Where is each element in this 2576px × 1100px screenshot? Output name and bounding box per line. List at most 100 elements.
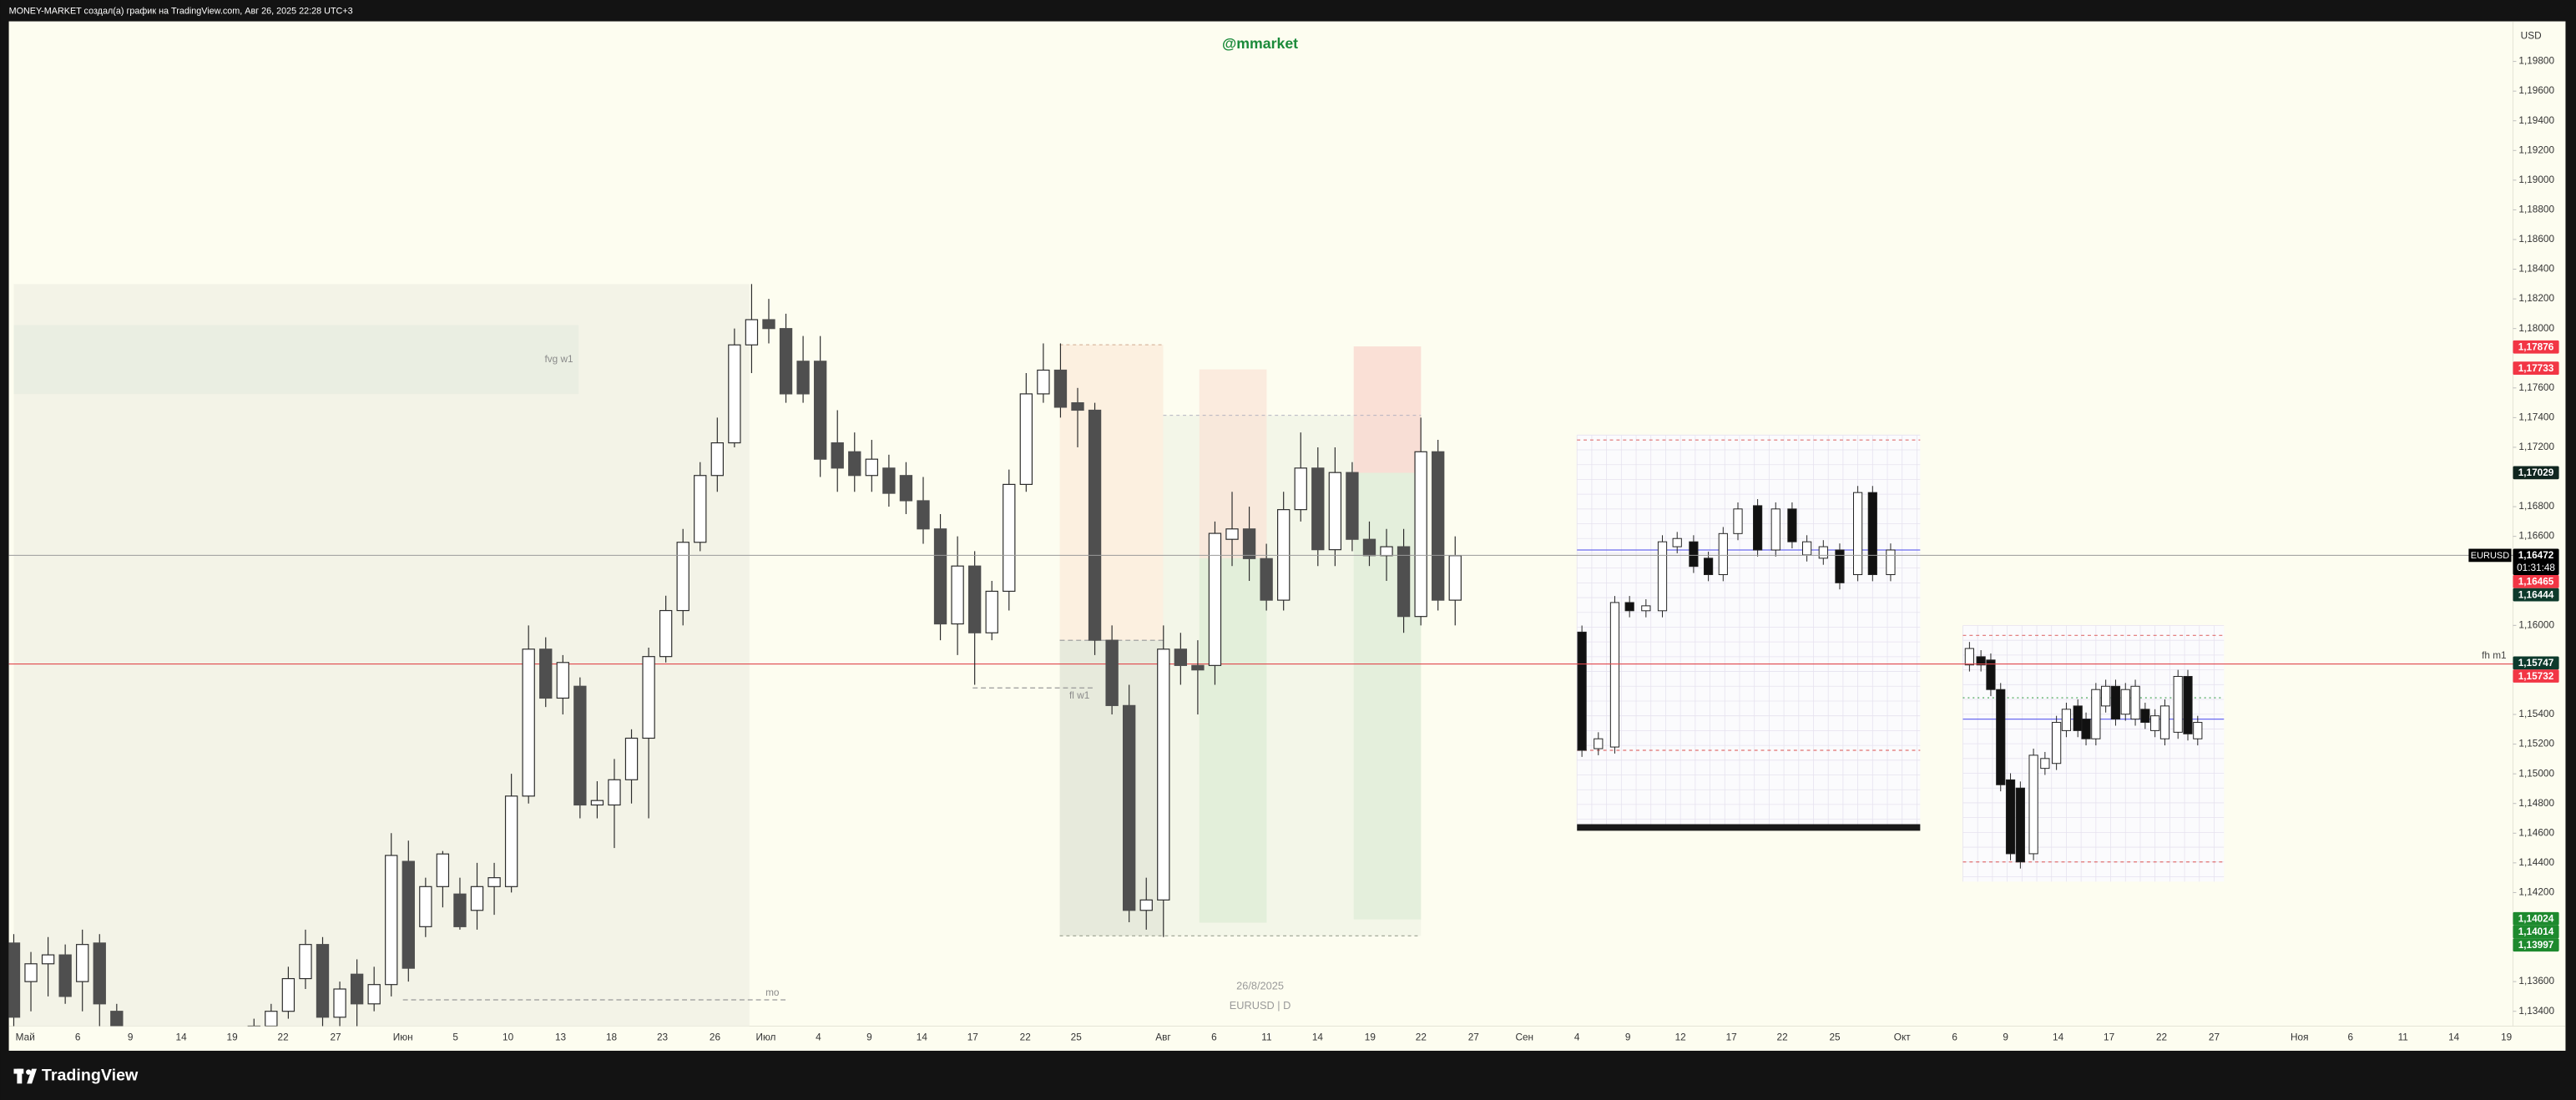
candle-body bbox=[1448, 555, 1462, 601]
inset-candle bbox=[1835, 549, 1845, 583]
inset-candle bbox=[2081, 719, 2091, 739]
inset-candle bbox=[1787, 508, 1797, 542]
inset-candle bbox=[2061, 709, 2072, 731]
candle-body bbox=[676, 542, 689, 612]
inset-candle bbox=[2159, 705, 2170, 739]
candle-body bbox=[556, 662, 569, 699]
x-tick-label: Сен bbox=[1515, 1031, 1533, 1042]
y-tick-label: 1,19800 bbox=[2518, 55, 2554, 67]
y-tick-label: 1,13600 bbox=[2518, 975, 2554, 986]
candle-body bbox=[1037, 369, 1050, 395]
x-tick-label: 13 bbox=[555, 1031, 567, 1042]
x-tick-label: 6 bbox=[1211, 1031, 1217, 1042]
y-tick-label: 1,17200 bbox=[2518, 441, 2554, 452]
inset-candle bbox=[1818, 546, 1828, 559]
y-tick-label: 1,16600 bbox=[2518, 530, 2554, 542]
y-tick-label: 1,16800 bbox=[2518, 500, 2554, 512]
price-badge bbox=[2513, 466, 2559, 480]
zone bbox=[13, 284, 750, 1027]
candle-body bbox=[265, 1011, 278, 1027]
inset-candle bbox=[1718, 532, 1728, 575]
price-badge-label: 1,17876 bbox=[2518, 341, 2554, 352]
candle-body bbox=[985, 590, 998, 633]
candle-body bbox=[385, 855, 398, 986]
logo-part bbox=[27, 1068, 38, 1084]
y-tick-label: 1,18600 bbox=[2518, 233, 2554, 245]
currency-label: USD bbox=[2521, 29, 2542, 41]
inset-candle bbox=[1577, 631, 1587, 751]
price-badge bbox=[2513, 669, 2559, 683]
candle-body bbox=[41, 954, 55, 965]
x-tick-label: 27 bbox=[1468, 1031, 1479, 1042]
y-tick-label: 1,19600 bbox=[2518, 84, 2554, 96]
candle-body bbox=[642, 656, 655, 739]
candle-body bbox=[1174, 648, 1188, 666]
candle-body bbox=[1019, 393, 1033, 485]
candle-body bbox=[796, 361, 810, 395]
candle-body bbox=[951, 565, 964, 625]
candle-body bbox=[573, 685, 587, 806]
candle-body bbox=[762, 319, 775, 330]
inset-candle bbox=[1964, 648, 1974, 666]
inset-candle bbox=[2193, 722, 2203, 739]
candle-body bbox=[504, 795, 518, 887]
x-tick-label: 5 bbox=[452, 1031, 458, 1042]
x-tick-label: 19 bbox=[2501, 1031, 2512, 1042]
price-badge bbox=[2513, 575, 2559, 588]
x-tick-label: 27 bbox=[330, 1031, 341, 1042]
y-tick-label: 1,19000 bbox=[2518, 174, 2554, 185]
candle-body bbox=[436, 853, 450, 887]
x-tick-label: 14 bbox=[1312, 1031, 1324, 1042]
x-tick-label: 9 bbox=[128, 1031, 134, 1042]
inset-candle bbox=[1594, 738, 1604, 749]
y-tick-label: 1,18200 bbox=[2518, 292, 2554, 304]
price-badge bbox=[2513, 938, 2559, 952]
brand-text: TradingView bbox=[42, 1067, 139, 1085]
candle-body bbox=[1432, 451, 1445, 601]
candle-body bbox=[8, 942, 21, 1018]
inset-candle bbox=[1672, 537, 1682, 547]
annotation: mo bbox=[765, 986, 780, 998]
price-badge-label: 1,14024 bbox=[2518, 912, 2554, 924]
y-tick-label: 1,14600 bbox=[2518, 826, 2554, 838]
inset-candle bbox=[2091, 689, 2101, 739]
candle-body bbox=[848, 451, 861, 477]
y-tick-label: 1,13400 bbox=[2518, 1005, 2554, 1017]
candle-body bbox=[1328, 472, 1342, 551]
x-tick-label: 10 bbox=[503, 1031, 514, 1042]
inset-candle bbox=[2040, 758, 2050, 769]
x-tick-label: 22 bbox=[2156, 1031, 2167, 1042]
candle-body bbox=[1294, 467, 1307, 511]
x-tick-label: 19 bbox=[227, 1031, 238, 1042]
x-tick-label: 25 bbox=[1830, 1031, 1841, 1042]
inset-candle bbox=[1996, 689, 2006, 785]
x-tick-label: Июл bbox=[755, 1031, 775, 1042]
y-tick-label: 1,14400 bbox=[2518, 856, 2554, 868]
price-badge-label: 1,14014 bbox=[2518, 926, 2554, 937]
inset-candle bbox=[1802, 541, 1812, 556]
x-tick-label: 14 bbox=[2053, 1031, 2064, 1042]
drawings bbox=[13, 284, 1422, 1027]
zone bbox=[1353, 346, 1422, 473]
brand-logo[interactable]: TradingView bbox=[13, 1067, 139, 1085]
y-tick-label: 1,17400 bbox=[2518, 411, 2554, 422]
candle-body bbox=[453, 893, 467, 927]
x-tick-label: Окт bbox=[1894, 1031, 1911, 1042]
candle-body bbox=[624, 737, 639, 780]
y-tick-label: 1,19200 bbox=[2518, 144, 2554, 155]
candle-body bbox=[419, 886, 432, 927]
fvg-zone bbox=[13, 325, 579, 395]
candle-body bbox=[93, 942, 106, 1005]
candle-body bbox=[1123, 704, 1136, 911]
x-tick-label: 17 bbox=[1726, 1031, 1737, 1042]
logo-part bbox=[17, 1068, 23, 1084]
candle-body bbox=[24, 963, 38, 982]
y-tick-label: 1,18800 bbox=[2518, 204, 2554, 215]
x-tick-label: 9 bbox=[866, 1031, 872, 1042]
watermark-symbol: EURUSD | D bbox=[1230, 999, 1291, 1012]
candle-body bbox=[76, 944, 89, 982]
inset-candle bbox=[1624, 602, 1634, 612]
inset-candle bbox=[2130, 685, 2140, 720]
inset-candle bbox=[1852, 492, 1863, 575]
price-badge bbox=[2513, 588, 2559, 602]
